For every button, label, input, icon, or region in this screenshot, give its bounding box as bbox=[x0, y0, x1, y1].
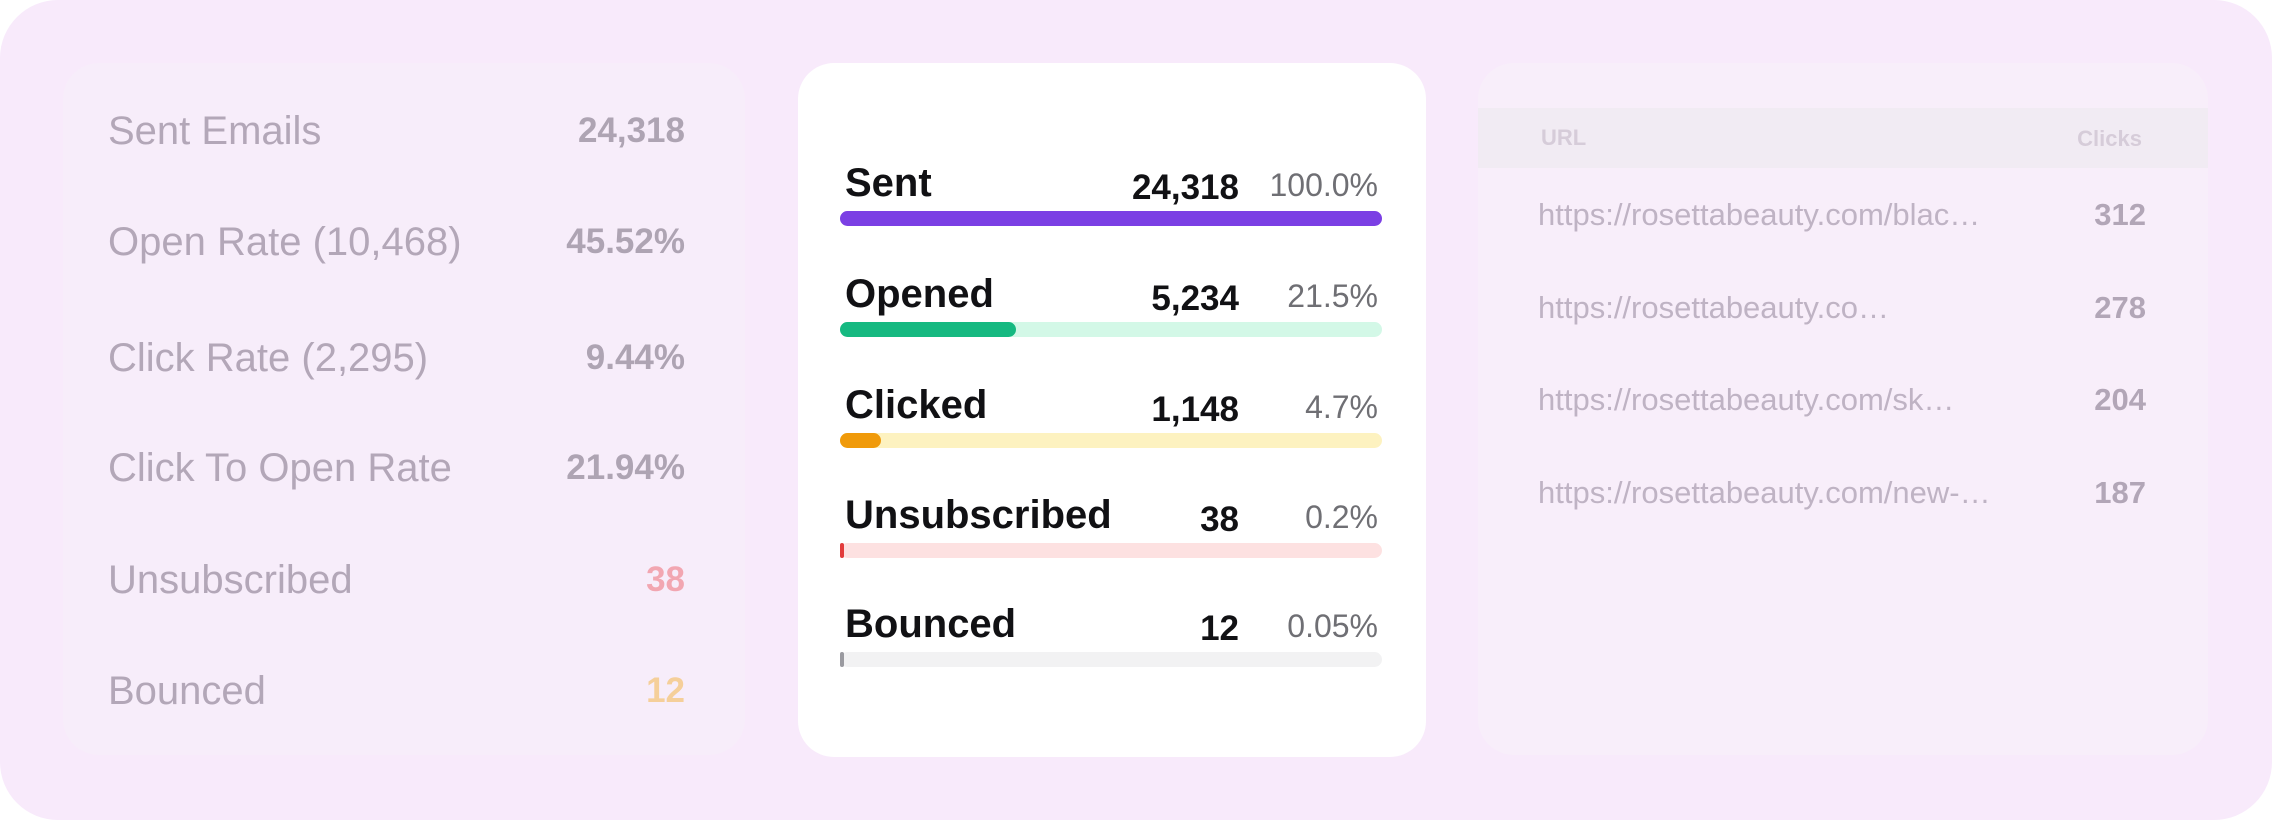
funnel-bar-track bbox=[840, 652, 1382, 667]
funnel-percent: 4.7% bbox=[1305, 389, 1378, 425]
funnel-percent: 0.2% bbox=[1305, 499, 1378, 535]
funnel-row-sent: Sent 24,318 100.0% bbox=[840, 146, 1386, 226]
column-header-clicks: Clicks bbox=[2077, 126, 2142, 151]
stat-value: 9.44% bbox=[585, 338, 685, 377]
funnel-percent: 100.0% bbox=[1269, 167, 1378, 203]
stat-row-click-rate: Click Rate (2,295) 9.44% bbox=[63, 318, 745, 398]
click-count: 312 bbox=[2094, 197, 2146, 232]
url-link[interactable]: https://rosettabeauty.com/blac… bbox=[1538, 197, 1981, 232]
stat-value: 21.94% bbox=[566, 448, 685, 487]
table-row: https://rosettabeauty.co… 278 bbox=[1478, 278, 2208, 338]
stat-label: Click Rate (2,295) bbox=[108, 336, 429, 380]
funnel-row-unsubscribed: Unsubscribed 38 0.2% bbox=[840, 478, 1386, 558]
stat-value: 38 bbox=[646, 560, 685, 599]
click-count: 278 bbox=[2094, 290, 2146, 325]
funnel-count: 12 bbox=[1200, 609, 1239, 648]
funnel-label: Opened bbox=[845, 272, 994, 316]
funnel-count: 1,148 bbox=[1151, 390, 1239, 429]
table-row: https://rosettabeauty.com/sk… 204 bbox=[1478, 370, 2208, 430]
funnel-row-bounced: Bounced 12 0.05% bbox=[840, 587, 1386, 667]
url-link[interactable]: https://rosettabeauty.com/sk… bbox=[1538, 382, 1955, 417]
funnel-label: Bounced bbox=[845, 602, 1017, 646]
click-count: 204 bbox=[2094, 382, 2146, 417]
funnel-bar-fill bbox=[840, 322, 1016, 337]
stat-row-sent-emails: Sent Emails 24,318 bbox=[63, 91, 745, 171]
table-row: https://rosettabeauty.com/new-… 187 bbox=[1478, 463, 2208, 523]
funnel-panel: Sent 24,318 100.0% Opened 5,234 21.5% Cl… bbox=[798, 63, 1426, 757]
stat-row-unsubscribed: Unsubscribed 38 bbox=[63, 540, 745, 620]
funnel-bar-fill bbox=[840, 211, 1382, 226]
funnel-count: 5,234 bbox=[1151, 279, 1239, 318]
funnel-label: Unsubscribed bbox=[845, 493, 1112, 537]
funnel-count: 24,318 bbox=[1131, 168, 1239, 207]
url-link[interactable]: https://rosettabeauty.com/new-… bbox=[1538, 475, 1991, 510]
stat-label: Sent Emails bbox=[108, 109, 322, 153]
funnel-percent: 21.5% bbox=[1287, 278, 1378, 314]
funnel-count: 38 bbox=[1200, 500, 1239, 539]
table-header: URL Clicks bbox=[1478, 108, 2208, 168]
funnel-bar-fill bbox=[840, 433, 881, 448]
stat-row-open-rate: Open Rate (10,468) 45.52% bbox=[63, 202, 745, 282]
stat-row-click-to-open-rate: Click To Open Rate 21.94% bbox=[63, 428, 745, 508]
funnel-row-clicked: Clicked 1,148 4.7% bbox=[840, 368, 1386, 448]
funnel-bar-fill bbox=[840, 652, 844, 667]
stat-value: 45.52% bbox=[566, 222, 685, 261]
summary-panel: Sent Emails 24,318 Open Rate (10,468) 45… bbox=[63, 63, 745, 755]
funnel-label: Sent bbox=[845, 161, 932, 205]
funnel-bar-track bbox=[840, 543, 1382, 558]
funnel-bar-track bbox=[840, 322, 1382, 337]
url-clicks-panel: URL Clicks https://rosettabeauty.com/bla… bbox=[1478, 63, 2208, 755]
stat-value: 24,318 bbox=[577, 111, 685, 150]
funnel-bar-track bbox=[840, 433, 1382, 448]
funnel-row-opened: Opened 5,234 21.5% bbox=[840, 257, 1386, 337]
stat-value: 12 bbox=[646, 671, 685, 710]
funnel-label: Clicked bbox=[845, 383, 988, 427]
funnel-bar-track bbox=[840, 211, 1382, 226]
funnel-bar-fill bbox=[840, 543, 844, 558]
column-header-url: URL bbox=[1541, 125, 1587, 150]
stat-label: Open Rate (10,468) bbox=[108, 220, 462, 264]
click-count: 187 bbox=[2094, 475, 2146, 510]
stat-label: Bounced bbox=[108, 669, 266, 713]
stat-row-bounced: Bounced 12 bbox=[63, 651, 745, 731]
stat-label: Click To Open Rate bbox=[108, 446, 452, 490]
table-row: https://rosettabeauty.com/blac… 312 bbox=[1478, 185, 2208, 245]
stat-label: Unsubscribed bbox=[108, 558, 353, 602]
funnel-percent: 0.05% bbox=[1287, 608, 1378, 644]
url-link[interactable]: https://rosettabeauty.co… bbox=[1538, 290, 1889, 325]
